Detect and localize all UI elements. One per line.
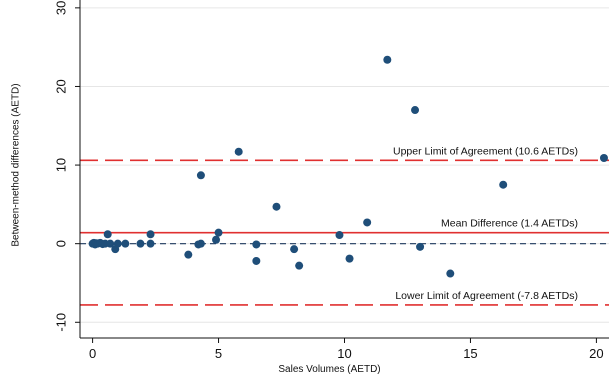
lower-limit-label: Lower Limit of Agreement (-7.8 AETDs)	[395, 290, 578, 302]
y-tick-label-1: 0	[53, 240, 68, 247]
x-tick-label-1: 5	[215, 346, 222, 361]
data-point-19	[196, 239, 205, 248]
data-point-27	[295, 261, 304, 270]
grid-layer	[80, 7, 609, 323]
x-axis-title: Sales Volumes (AETD)	[278, 364, 380, 375]
y-tick-label-0: -10	[53, 313, 68, 332]
data-point-28	[335, 231, 344, 240]
data-point-35	[499, 180, 508, 189]
data-point-8	[103, 230, 112, 239]
mean-difference-label: Mean Difference (1.4 AETDs)	[441, 218, 578, 230]
data-point-18	[196, 171, 205, 180]
data-point-24	[252, 256, 261, 265]
x-tick-label-2: 10	[337, 346, 351, 361]
x-tick-label-3: 15	[463, 346, 477, 361]
data-point-11	[113, 239, 122, 248]
data-point-32	[411, 106, 420, 115]
data-point-26	[290, 245, 299, 254]
y-tick-label-3: 20	[53, 79, 68, 93]
axes	[79, 0, 609, 339]
ticks: 0 5 10 15 20 -10 0 10 20 30	[53, 1, 603, 361]
y-tick-label-4: 30	[53, 1, 68, 15]
x-tick-label-0: 0	[89, 346, 96, 361]
data-point-34	[446, 269, 455, 278]
reference-lines: Upper Limit of Agreement (10.6 AETDs) Mea…	[80, 145, 609, 306]
y-tick-label-2: 10	[53, 158, 68, 172]
data-points	[88, 55, 608, 278]
data-point-16	[184, 250, 193, 259]
data-point-14	[146, 230, 155, 239]
data-point-12	[121, 239, 130, 248]
data-point-30	[363, 218, 372, 227]
y-axis-title: Between-method differences (AETD)	[11, 83, 22, 246]
data-point-21	[214, 228, 223, 237]
x-tick-label-4: 20	[589, 346, 603, 361]
data-point-20	[212, 235, 221, 244]
data-point-29	[345, 254, 354, 263]
data-point-25	[272, 202, 281, 211]
data-point-31	[383, 55, 392, 64]
data-point-22	[234, 147, 243, 156]
data-point-13	[136, 239, 145, 248]
upper-limit-label: Upper Limit of Agreement (10.6 AETDs)	[393, 145, 578, 157]
data-point-9	[106, 239, 115, 248]
data-point-23	[252, 240, 261, 249]
data-point-36	[599, 153, 608, 162]
data-point-15	[146, 239, 155, 248]
data-point-33	[416, 242, 425, 251]
